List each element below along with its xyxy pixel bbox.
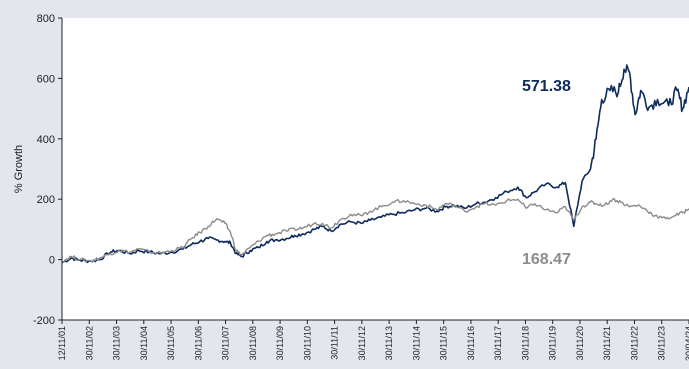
x-tick-label: 30/11/21 [602,326,612,360]
x-tick-label: 30/11/17 [493,326,503,360]
x-tick-label: 30/11/09 [275,326,285,360]
plot-area [62,18,689,320]
series-end-label: 571.38 [522,78,571,95]
x-tick-label: 30/11/18 [520,326,530,360]
x-tick-label: 30/11/23 [657,326,667,360]
x-tick-label: 30/11/07 [221,326,231,360]
x-tick-label: 30/11/05 [166,326,176,360]
y-axis-label: % Growth [13,145,25,193]
y-tick-label: 200 [37,194,55,206]
x-tick-label: 30/11/10 [302,326,312,360]
series-line-168 [61,197,689,263]
x-tick-label: 30/11/06 [193,326,203,360]
x-tick-label: 30/11/13 [384,326,394,360]
x-tick-label: 30/04/24 [684,326,689,361]
x-tick-label: 30/11/02 [84,326,94,360]
y-tick-label: -200 [33,315,55,327]
series-line-571 [61,64,689,264]
y-tick-label: 600 [37,73,55,85]
y-tick-label: 800 [37,13,55,25]
x-tick-label: 12/11/01 [57,326,67,360]
x-tick-label: 30/11/11 [330,326,340,360]
x-tick-label: 30/11/08 [248,326,258,360]
x-tick-label: 30/11/03 [112,326,122,360]
x-tick-label: 30/11/15 [439,326,449,360]
x-tick-label: 30/11/16 [466,326,476,360]
x-tick-label: 30/11/04 [139,326,149,360]
x-tick-label: 30/11/22 [629,326,639,360]
x-tick-label: 30/11/14 [411,326,421,360]
y-tick-label: 0 [49,255,55,267]
series-end-label: 168.47 [522,251,571,268]
x-tick-label: 30/11/19 [548,326,558,360]
y-tick-label: 400 [37,134,55,146]
x-tick-label: 30/11/20 [575,326,585,360]
x-tick-label: 30/11/12 [357,326,367,360]
